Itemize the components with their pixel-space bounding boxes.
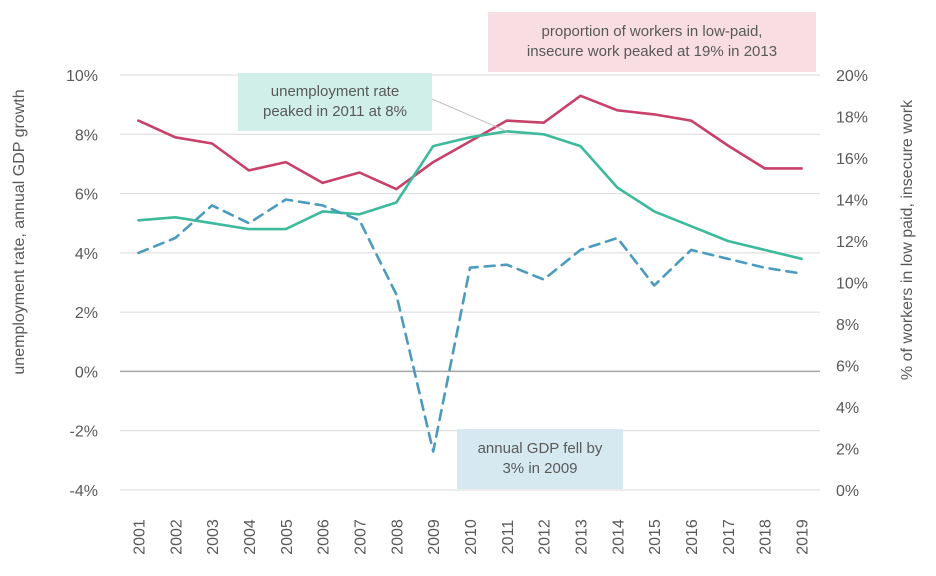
x-tick-label: 2011 bbox=[500, 520, 517, 555]
x-tick-label: 2015 bbox=[647, 519, 664, 555]
x-tick-label: 2014 bbox=[610, 519, 627, 555]
left-tick-label: 8% bbox=[75, 127, 98, 144]
annotation-line: proportion of workers in low-paid, bbox=[541, 23, 763, 40]
right-tick-label: 10% bbox=[836, 276, 868, 293]
series-lines bbox=[137, 94, 803, 453]
right-tick-label: 14% bbox=[836, 193, 868, 210]
left-tick-label: 10% bbox=[66, 68, 98, 85]
right-tick-label: 0% bbox=[836, 483, 859, 500]
annotation-gdp-fall: annual GDP fell by 3% in 2009 bbox=[457, 429, 623, 489]
x-tick-label: 2008 bbox=[389, 519, 406, 555]
annotation-line: insecure work peaked at 19% in 2013 bbox=[526, 43, 778, 60]
right-tick-label: 20% bbox=[836, 68, 868, 85]
x-tick-label: 2006 bbox=[316, 519, 333, 555]
annotation-unemployment-peak: unemployment rate peaked in 2011 at 8% bbox=[238, 73, 432, 131]
right-axis-ticks: 0% 2% 4% 6% 8% 10% 12% 14% 16% 18% 20% bbox=[836, 68, 868, 500]
series-line-low-paid bbox=[137, 94, 803, 191]
left-tick-label: 0% bbox=[75, 364, 98, 381]
left-axis-ticks: -4% -2% 0% 2% 4% 6% 8% 10% bbox=[66, 68, 98, 500]
x-axis-ticks: 2001 2002 2003 2004 2005 2006 2007 2008 2009 2010… bbox=[131, 519, 811, 555]
x-tick-label: 2007 bbox=[352, 519, 369, 555]
right-axis-label: % of workers in low paid, insecure work bbox=[899, 99, 916, 380]
x-tick-label: 2019 bbox=[795, 519, 812, 555]
right-tick-label: 18% bbox=[836, 110, 868, 127]
gridlines bbox=[120, 74, 820, 491]
annotation-line: unemployment rate bbox=[270, 83, 400, 100]
x-tick-label: 2009 bbox=[426, 519, 443, 555]
x-tick-label: 2016 bbox=[684, 519, 701, 555]
annotation-line: peaked in 2011 at 8% bbox=[262, 103, 407, 120]
right-tick-label: 2% bbox=[836, 442, 859, 459]
left-axis-label: unemployment rate, annual GDP growth bbox=[11, 89, 28, 374]
series-line-gdp-growth bbox=[137, 198, 803, 453]
left-tick-label: -2% bbox=[70, 424, 98, 441]
annotation-low-paid-peak: proportion of workers in low-paid, insec… bbox=[488, 12, 816, 72]
left-tick-label: 4% bbox=[75, 246, 98, 263]
x-tick-label: 2004 bbox=[242, 519, 259, 555]
annotation-connector bbox=[431, 98, 507, 132]
left-tick-label: 2% bbox=[75, 305, 98, 322]
series-line-unemployment bbox=[137, 130, 803, 261]
x-tick-label: 2012 bbox=[537, 519, 554, 555]
right-tick-label: 8% bbox=[836, 317, 859, 334]
right-tick-label: 4% bbox=[836, 400, 859, 417]
x-tick-label: 2003 bbox=[205, 519, 222, 555]
right-tick-label: 16% bbox=[836, 151, 868, 168]
annotation-line: annual GDP fell by bbox=[477, 440, 603, 457]
right-tick-label: 6% bbox=[836, 359, 859, 376]
left-tick-label: 6% bbox=[75, 187, 98, 204]
left-tick-label: -4% bbox=[70, 483, 98, 500]
x-tick-label: 2002 bbox=[168, 519, 185, 555]
x-tick-label: 2018 bbox=[758, 519, 775, 555]
right-tick-label: 12% bbox=[836, 234, 868, 251]
annotation-line: 3% in 2009 bbox=[502, 460, 578, 477]
x-tick-label: 2005 bbox=[279, 519, 296, 555]
x-tick-label: 2013 bbox=[574, 519, 591, 555]
x-tick-label: 2010 bbox=[463, 519, 480, 555]
x-tick-label: 2001 bbox=[131, 519, 148, 555]
x-tick-label: 2017 bbox=[721, 519, 738, 555]
